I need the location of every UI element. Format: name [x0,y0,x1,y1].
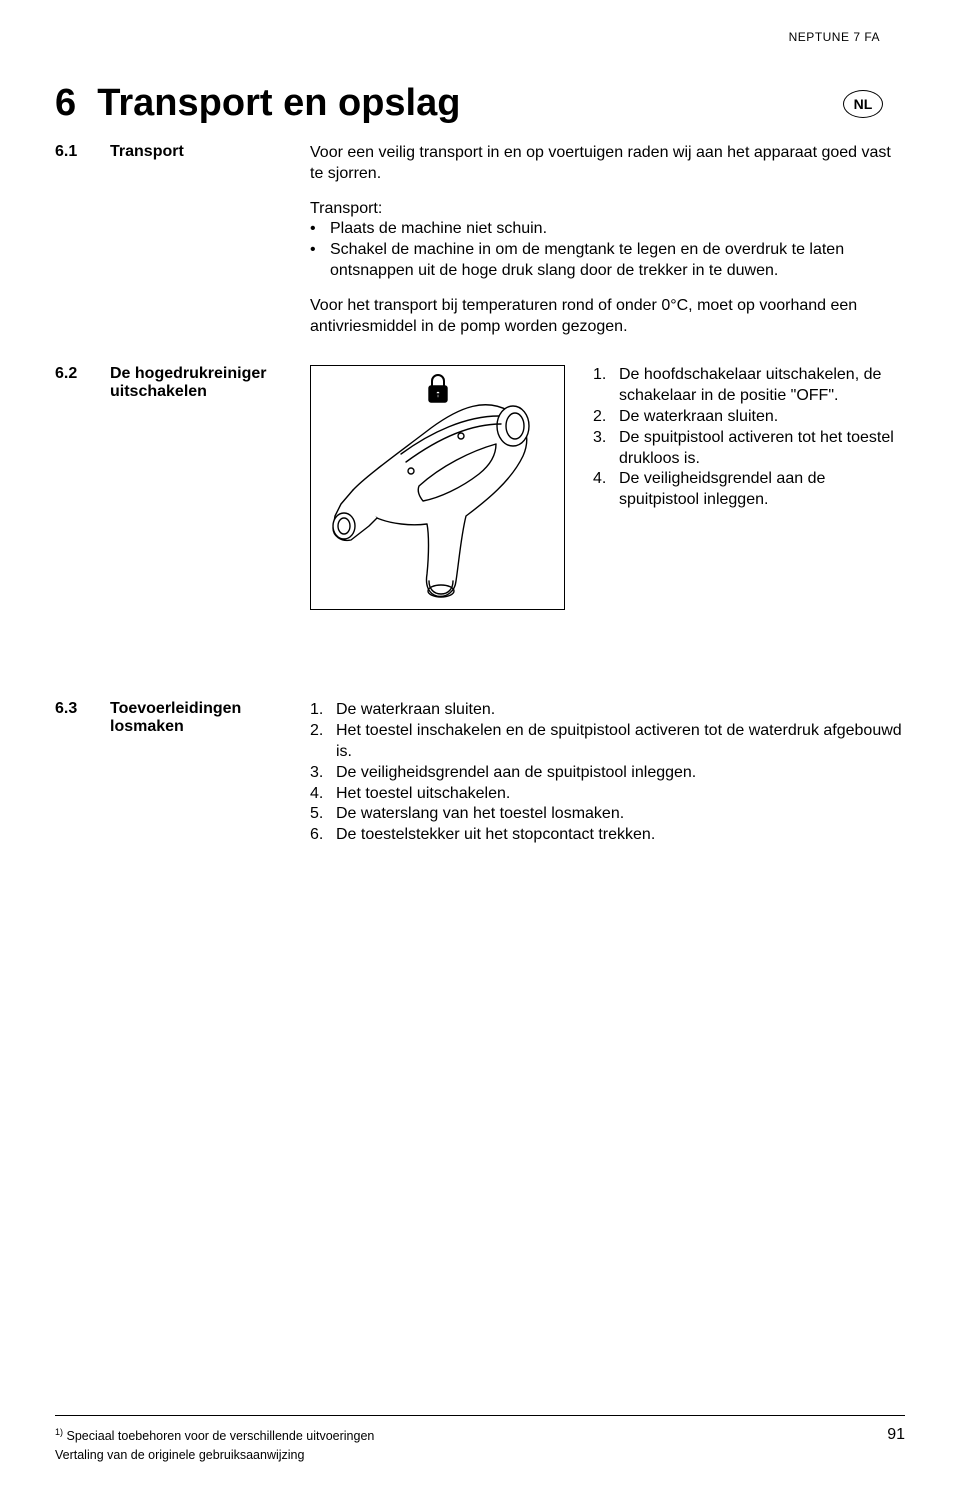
list-item: 2.Het toestel inschakelen en de spuitpis… [310,721,905,763]
step-text: De veiligheidsgrendel aan de spuitpistoo… [619,469,905,511]
section-heading: De hogedrukreiniger uitschakelen [110,365,310,610]
step-text: Het toestel uitschakelen. [336,784,510,805]
list-item: Schakel de machine in om de mengtank te … [310,240,905,282]
footnote-text: Speciaal toebehoren voor de verschillend… [67,1430,375,1444]
list-item: 6.De toestelstekker uit het stopcontact … [310,825,905,846]
list-item: 2.De waterkraan sluiten. [593,407,905,428]
step-text: De waterslang van het toestel losmaken. [336,804,624,825]
page-number: 91 [887,1426,905,1444]
ordered-steps: 1.De hoofdschakelaar uitschakelen, de sc… [593,365,905,610]
bullet-text: Plaats de machine niet schuin. [330,219,547,240]
list-item: 3.De spuitpistool activeren tot het toes… [593,428,905,470]
step-text: Het toestel inschakelen en de spuitpisto… [336,721,905,763]
section-6-3: 6.3 Toevoerleidingen losmaken 1.De water… [55,700,905,846]
bullet-text: Schakel de machine in om de mengtank te … [330,240,905,282]
section-number: 6.2 [55,365,110,610]
page-footer: 1) Speciaal toebehoren voor de verschill… [55,1415,905,1465]
footer-left: 1) Speciaal toebehoren voor de verschill… [55,1426,374,1465]
section-number: 6.1 [55,143,110,351]
product-header: NEPTUNE 7 FA [55,30,905,44]
step-text: De waterkraan sluiten. [619,407,778,428]
transport-lead: Transport: [310,199,905,220]
section-number: 6.3 [55,700,110,846]
list-item: 5.De waterslang van het toestel losmaken… [310,804,905,825]
section-heading: Transport [110,143,310,351]
chapter-row: 6 Transport en opslag NL [55,82,905,125]
step-text: De veiligheidsgrendel aan de spuitpistoo… [336,763,696,784]
section-6-1: 6.1 Transport Voor een veilig transport … [55,143,905,351]
list-item: 3.De veiligheidsgrendel aan de spuitpist… [310,763,905,784]
list-item: 4.Het toestel uitschakelen. [310,784,905,805]
language-badge: NL [843,90,883,118]
paragraph: Voor een veilig transport in en op voert… [310,143,905,185]
chapter-number: 6 [55,82,76,124]
section-body: Voor een veilig transport in en op voert… [310,143,905,351]
footer-rule [55,1415,905,1416]
footnote-marker: 1) [55,1427,63,1437]
section-heading: Toevoerleidingen losmaken [110,700,310,846]
list-item: 1.De waterkraan sluiten. [310,700,905,721]
step-text: De waterkraan sluiten. [336,700,495,721]
bullet-list: Plaats de machine niet schuin. Schakel d… [310,219,905,281]
spray-gun-figure [310,365,565,610]
translation-note: Vertaling van de originele gebruiksaanwi… [55,1446,374,1465]
paragraph: Voor het transport bij temperaturen rond… [310,296,905,338]
step-text: De spuitpistool activeren tot het toeste… [619,428,905,470]
chapter-name: Transport en opslag [97,82,460,124]
step-text: De toestelstekker uit het stopcontact tr… [336,825,655,846]
spray-gun-icon [311,366,566,611]
ordered-steps: 1.De waterkraan sluiten. 2.Het toestel i… [310,700,905,846]
list-item: 4.De veiligheidsgrendel aan de spuitpist… [593,469,905,511]
section-6-2: 6.2 De hogedrukreiniger uitschakelen [55,365,905,610]
list-item: Plaats de machine niet schuin. [310,219,905,240]
list-item: 1.De hoofdschakelaar uitschakelen, de sc… [593,365,905,407]
chapter-title: 6 Transport en opslag [55,82,460,125]
step-text: De hoofdschakelaar uitschakelen, de scha… [619,365,905,407]
